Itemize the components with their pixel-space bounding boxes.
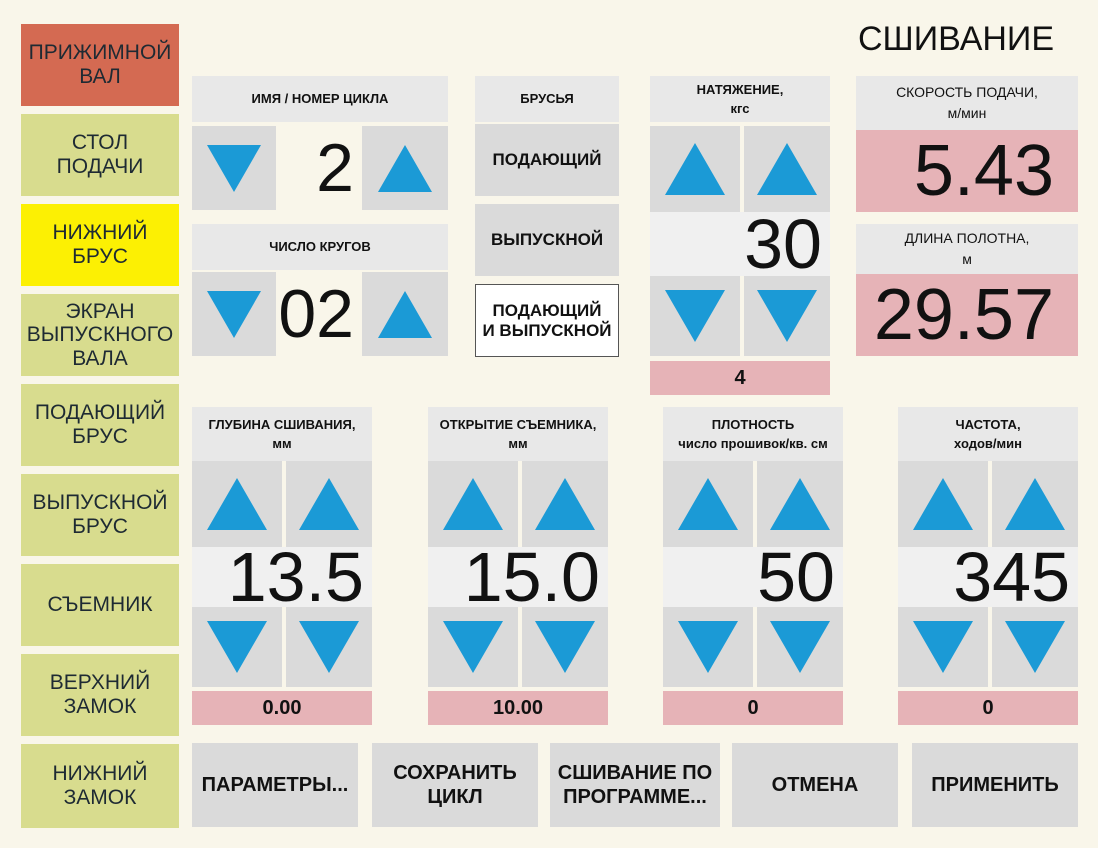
tension-decrease-button[interactable] [744, 276, 830, 356]
density-decrease-fast-button[interactable] [663, 607, 753, 687]
sidebar-item-output-bar[interactable]: ВЫПУСКНОЙ БРУС [21, 474, 179, 556]
density-increase-fast-button[interactable] [663, 461, 753, 547]
depth-decrease-fast-button[interactable] [192, 607, 282, 687]
cancel-button[interactable]: ОТМЕНА [732, 743, 898, 827]
arrow-down-icon [1005, 621, 1065, 673]
sidebar-item-feed-table[interactable]: СТОЛ ПОДАЧИ [21, 114, 179, 196]
frequency-decrease-button[interactable] [992, 607, 1078, 687]
depth-actual: 0.00 [192, 691, 372, 725]
stripper-value: 15.0 [428, 542, 608, 612]
frequency-value: 345 [898, 542, 1078, 612]
stripper-decrease-button[interactable] [522, 607, 608, 687]
cycle-decrease-button[interactable] [192, 126, 276, 210]
bars-option-output[interactable]: ВЫПУСКНОЙ [475, 204, 619, 276]
bars-option-both[interactable]: ПОДАЮЩИЙ И ВЫПУСКНОЙ [475, 284, 619, 357]
sidebar-item-upper-lock[interactable]: ВЕРХНИЙ ЗАМОК [21, 654, 179, 736]
depth-increase-button[interactable] [286, 461, 372, 547]
cycle-increase-button[interactable] [362, 126, 448, 210]
sidebar-item-output-roller-screen[interactable]: ЭКРАН ВЫПУСКНОГО ВАЛА [21, 294, 179, 376]
arrow-down-icon [443, 621, 503, 673]
rounds-increase-button[interactable] [362, 272, 448, 356]
arrow-down-icon [207, 621, 267, 673]
bars-option-feed[interactable]: ПОДАЮЩИЙ [475, 124, 619, 196]
program-sewing-button[interactable]: СШИВАНИЕ ПО ПРОГРАММЕ... [550, 743, 720, 827]
arrow-up-icon [678, 478, 738, 530]
arrow-down-icon [913, 621, 973, 673]
arrow-down-icon [770, 621, 830, 673]
tension-increase-fast-button[interactable] [650, 126, 740, 212]
arrow-down-icon [665, 290, 725, 342]
stripper-header: ОТКРЫТИЕ СЪЕМНИКА, мм [428, 407, 608, 461]
stripper-actual: 10.00 [428, 691, 608, 725]
sidebar-item-lower-bar[interactable]: НИЖНИЙ БРУС [21, 204, 179, 286]
tension-value: 30 [650, 209, 830, 279]
density-actual: 0 [663, 691, 843, 725]
arrow-up-icon [757, 143, 817, 195]
sidebar-item-feed-bar[interactable]: ПОДАЮЩИЙ БРУС [21, 384, 179, 466]
rounds-header: ЧИСЛО КРУГОВ [192, 224, 448, 270]
save-cycle-button[interactable]: СОХРАНИТЬ ЦИКЛ [372, 743, 538, 827]
arrow-down-icon [299, 621, 359, 673]
cycle-header: ИМЯ / НОМЕР ЦИКЛА [192, 76, 448, 122]
arrow-down-icon [207, 290, 261, 338]
feed-speed-value: 5.43 [856, 130, 1078, 212]
density-value: 50 [663, 542, 843, 612]
sidebar-item-lower-lock[interactable]: НИЖНИЙ ЗАМОК [21, 744, 179, 828]
frequency-header: ЧАСТОТА, ходов/мин [898, 407, 1078, 461]
cycle-value: 2 [276, 126, 362, 210]
arrow-up-icon [1005, 478, 1065, 530]
page-title: СШИВАНИЕ [858, 20, 1055, 58]
length-value: 29.57 [856, 274, 1078, 356]
frequency-actual: 0 [898, 691, 1078, 725]
depth-header: ГЛУБИНА СШИВАНИЯ, мм [192, 407, 372, 461]
feed-speed-header: СКОРОСТЬ ПОДАЧИ, м/мин [856, 76, 1078, 130]
frequency-increase-button[interactable] [992, 461, 1078, 547]
tension-header: НАТЯЖЕНИЕ, кгс [650, 76, 830, 122]
parameters-button[interactable]: ПАРАМЕТРЫ... [192, 743, 358, 827]
density-decrease-button[interactable] [757, 607, 843, 687]
sidebar-item-stripper[interactable]: СЪЕМНИК [21, 564, 179, 646]
bars-header: БРУСЬЯ [475, 76, 619, 122]
density-increase-button[interactable] [757, 461, 843, 547]
arrow-down-icon [757, 290, 817, 342]
stripper-increase-button[interactable] [522, 461, 608, 547]
arrow-up-icon [443, 478, 503, 530]
frequency-decrease-fast-button[interactable] [898, 607, 988, 687]
arrow-up-icon [299, 478, 359, 530]
depth-value: 13.5 [192, 542, 372, 612]
rounds-decrease-button[interactable] [192, 272, 276, 356]
arrow-up-icon [207, 478, 267, 530]
depth-decrease-button[interactable] [286, 607, 372, 687]
stripper-decrease-fast-button[interactable] [428, 607, 518, 687]
tension-increase-button[interactable] [744, 126, 830, 212]
arrow-up-icon [378, 290, 432, 338]
arrow-up-icon [770, 478, 830, 530]
arrow-down-icon [678, 621, 738, 673]
sidebar-item-pressure-roller[interactable]: ПРИЖИМНОЙ ВАЛ [21, 24, 179, 106]
arrow-down-icon [207, 144, 261, 192]
length-header: ДЛИНА ПОЛОТНА, м [856, 224, 1078, 274]
arrow-up-icon [913, 478, 973, 530]
arrow-down-icon [535, 621, 595, 673]
depth-increase-fast-button[interactable] [192, 461, 282, 547]
stripper-increase-fast-button[interactable] [428, 461, 518, 547]
arrow-up-icon [535, 478, 595, 530]
arrow-up-icon [378, 144, 432, 192]
tension-decrease-fast-button[interactable] [650, 276, 740, 356]
tension-actual: 4 [650, 361, 830, 395]
arrow-up-icon [665, 143, 725, 195]
apply-button[interactable]: ПРИМЕНИТЬ [912, 743, 1078, 827]
rounds-value: 02 [276, 272, 362, 356]
density-header: ПЛОТНОСТЬ число прошивок/кв. см [663, 407, 843, 461]
frequency-increase-fast-button[interactable] [898, 461, 988, 547]
